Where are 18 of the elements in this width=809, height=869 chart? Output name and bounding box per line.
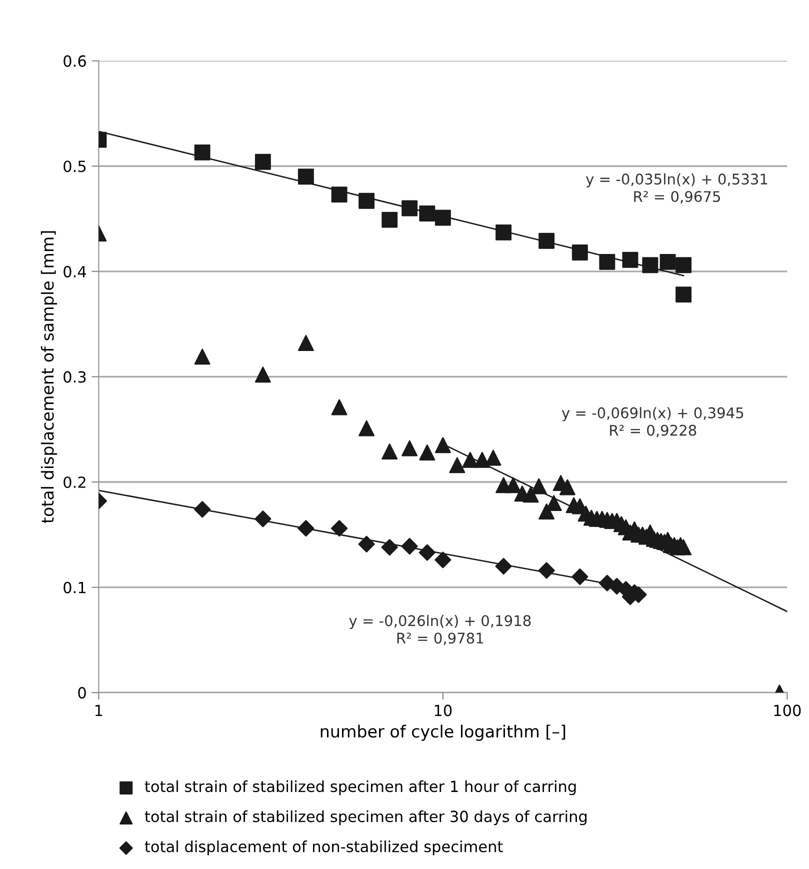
annotation: y = -0,026ln(x) + 0,1918 R² = 0,9781 xyxy=(349,614,531,646)
legend-label: total strain of stabilized specimen after 1 hour of carring xyxy=(144,780,576,796)
annotation: y = -0,069ln(x) + 0,3945 R² = 0,9228 xyxy=(562,407,744,438)
y-tick-label: 0 xyxy=(78,687,86,699)
x-axis-title: number of cycle logarithm [–] xyxy=(320,724,566,741)
y-tick-label: 0.6 xyxy=(64,55,86,67)
y-tick-label: 0.4 xyxy=(64,266,86,278)
y-tick-label: 0.3 xyxy=(64,371,86,383)
x-tick-label: 100 xyxy=(774,704,801,716)
y-tick-label: 0.1 xyxy=(64,582,86,594)
annotation: y = -0,035ln(x) + 0,5331 R² = 0,9675 xyxy=(586,173,768,204)
y-axis-title: total displacement of sample [mm] xyxy=(40,231,58,524)
y-tick-label: 0.5 xyxy=(64,160,86,172)
legend-label: total displacement of non-stabilized speciment xyxy=(144,840,503,856)
legend-label: total strain of stabilized specimen after 30 days of carring xyxy=(144,810,587,826)
y-tick-label: 0.2 xyxy=(64,476,86,488)
x-tick-label: 10 xyxy=(434,704,452,716)
x-tick-label: 1 xyxy=(96,704,102,716)
